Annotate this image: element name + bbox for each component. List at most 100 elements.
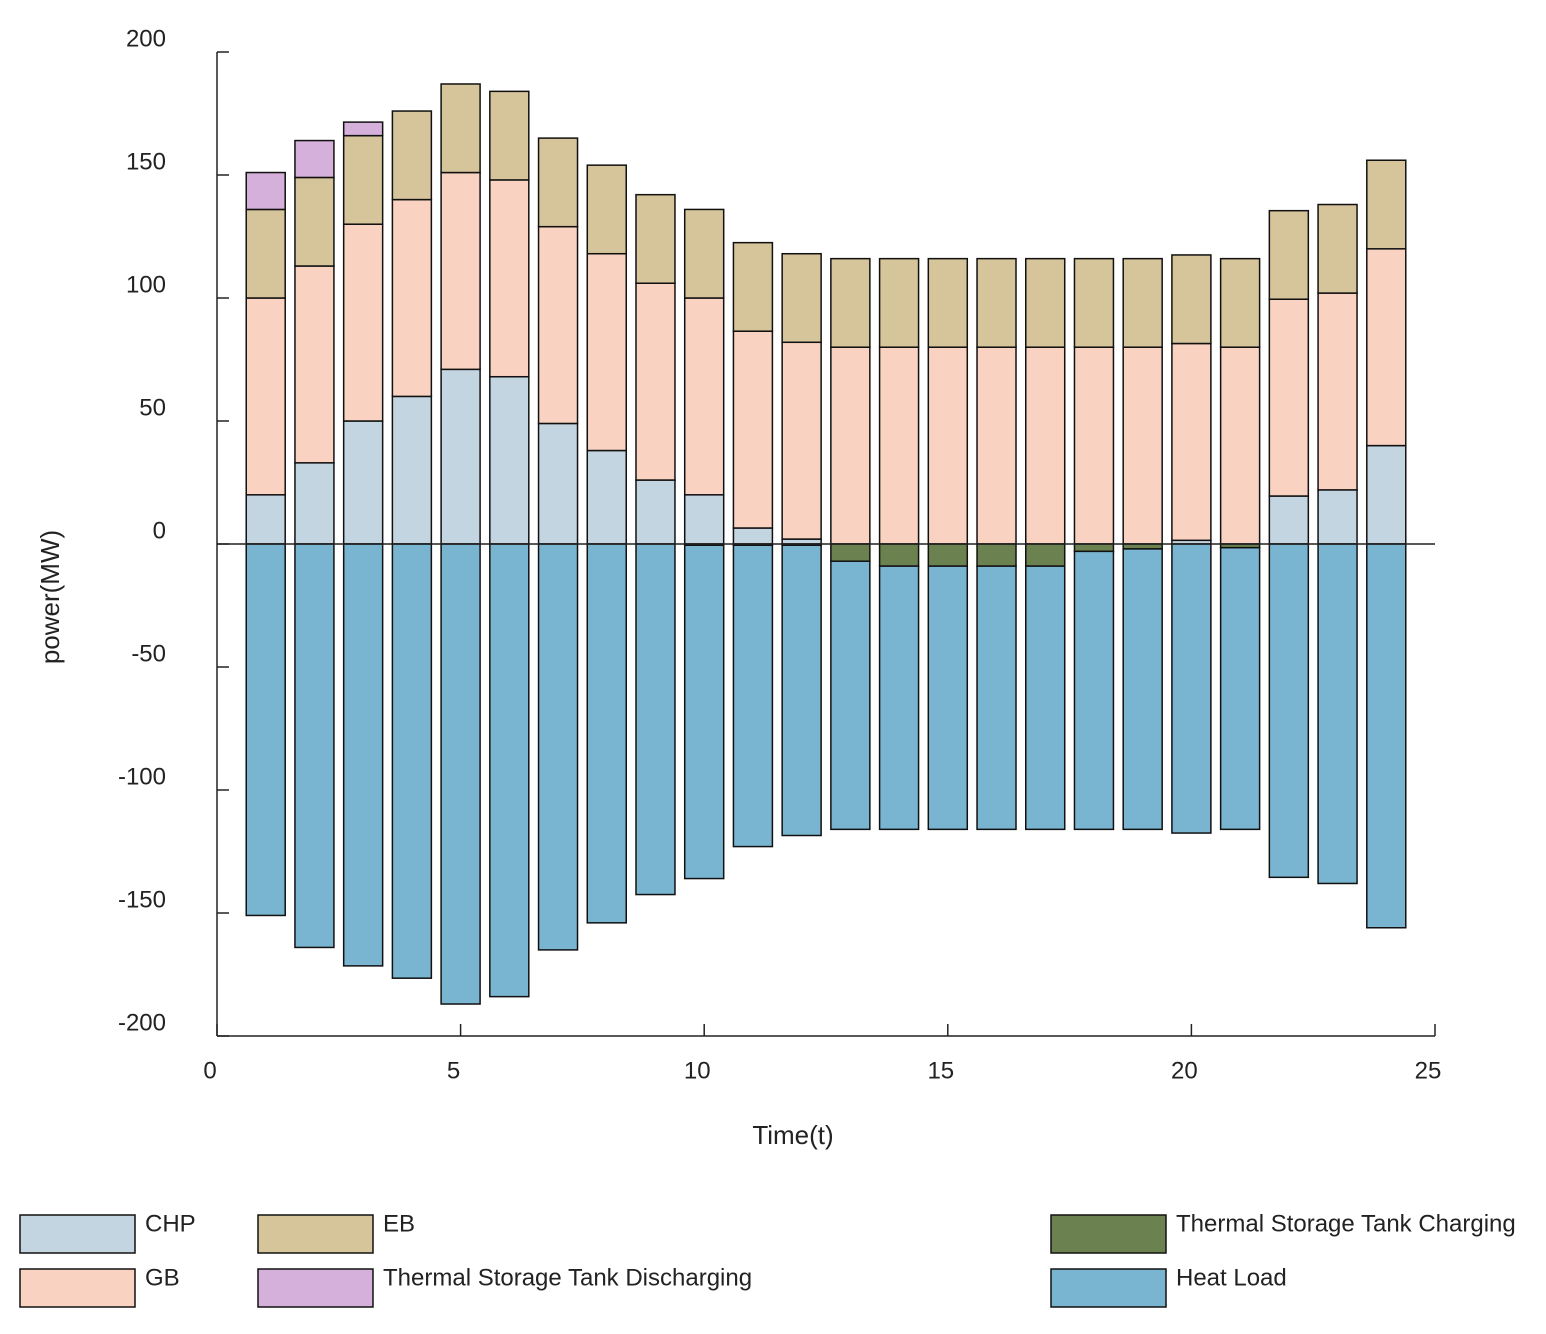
bar-segment (830, 257, 871, 348)
legend-swatch (1050, 1268, 1167, 1308)
bar-segment (294, 543, 335, 949)
y-axis-label: power(MW) (35, 530, 65, 664)
bar-segment (781, 252, 822, 344)
bar-segment (1122, 346, 1163, 545)
bar-segment (683, 494, 725, 545)
y-tick-label: 200 (126, 25, 166, 52)
legend-swatch (257, 1268, 374, 1308)
bar-segment (1025, 346, 1066, 545)
bar-segment (927, 543, 969, 567)
bar-segment (294, 462, 335, 545)
legend-swatch (257, 1214, 374, 1254)
bar-segment (489, 179, 530, 378)
bar-segment (440, 83, 481, 174)
bar-segment (1122, 257, 1163, 348)
y-tick-label: 0 (153, 517, 166, 544)
bar-segment (878, 346, 920, 545)
bar-segment (635, 282, 676, 481)
bar-segment (1317, 203, 1358, 294)
bar-segment (781, 544, 822, 837)
bar-segment (1171, 543, 1212, 834)
bar-segment (1025, 543, 1066, 567)
bar-segment (1268, 298, 1310, 497)
bar-segment (683, 297, 725, 496)
bar-segment (294, 176, 335, 267)
x-tick-label: 15 (927, 1057, 954, 1084)
bar-segment (1219, 546, 1261, 831)
bar-segment (878, 543, 920, 567)
bar-segment (342, 223, 384, 422)
y-tick-label: -150 (118, 886, 166, 913)
y-tick-label: 150 (126, 148, 166, 175)
x-tick-label: 10 (684, 1057, 711, 1084)
bar-segment (732, 241, 774, 332)
bar-segment (1366, 159, 1407, 250)
bar-segment (245, 543, 286, 917)
bar-segment (1171, 342, 1212, 542)
y-tick-label: -100 (118, 763, 166, 790)
bar-segment (732, 330, 774, 529)
bar-segment (1366, 543, 1407, 929)
bar-segment (976, 346, 1017, 545)
bar-segment (440, 543, 481, 1005)
bar-segment (342, 543, 384, 967)
bar-segment (586, 164, 627, 255)
bar-segment (1317, 489, 1358, 545)
legend-label: EB (383, 1210, 415, 1237)
bar-segment (1171, 254, 1212, 345)
legend-swatch (19, 1214, 136, 1254)
bar-segment (537, 422, 579, 545)
bar-segment (342, 121, 384, 137)
bar-segment (586, 449, 627, 545)
y-tick-label: -50 (131, 640, 166, 667)
bar-segment (1025, 257, 1066, 348)
bar-segment (927, 565, 969, 831)
bar-segment (976, 543, 1017, 567)
x-tick-label: 20 (1171, 1057, 1198, 1084)
x-axis-label: Time(t) (752, 1120, 833, 1150)
legend-swatch (19, 1268, 136, 1308)
bar-segment (489, 90, 530, 181)
bar-segment (732, 544, 774, 848)
bar-segment (1317, 543, 1358, 885)
bar-segment (830, 346, 871, 545)
bar-segment (976, 257, 1017, 348)
x-tick-label: 5 (447, 1057, 460, 1084)
bar-segment (586, 543, 627, 924)
bar-segment (245, 297, 286, 496)
legend-label: Thermal Storage Tank Discharging (383, 1264, 752, 1291)
bar-segment (635, 193, 676, 284)
bar-segment (294, 139, 335, 179)
bar-segment (245, 171, 286, 211)
bar-segment (537, 543, 579, 951)
bar-segment (1073, 543, 1115, 553)
bar-segment (342, 420, 384, 545)
bar-segment (1219, 257, 1261, 348)
bar-segment (732, 527, 774, 545)
bar-segment (635, 543, 676, 896)
bar-segment (976, 565, 1017, 831)
bar-segment (537, 225, 579, 425)
y-tick-label: -200 (118, 1009, 166, 1036)
y-tick-label: 100 (126, 271, 166, 298)
bar-segment (1219, 346, 1261, 545)
bar-segment (294, 265, 335, 464)
bar-segment (1268, 495, 1310, 545)
bar-segment (927, 257, 969, 348)
bar-segment (537, 137, 579, 228)
bar-segment (927, 346, 969, 545)
legend-label: CHP (145, 1210, 196, 1237)
bar-segment (635, 479, 676, 545)
bar-segment (1268, 543, 1310, 879)
bar-segment (342, 134, 384, 225)
bar-segment (830, 560, 871, 831)
y-tick-label: 50 (139, 394, 166, 421)
bar-segment (391, 198, 433, 398)
bar-segment (440, 368, 481, 545)
legend-swatch (1050, 1214, 1167, 1254)
bar-segment (489, 543, 530, 998)
bar-segment (878, 257, 920, 348)
bar-segment (1317, 292, 1358, 491)
bar-segment (245, 208, 286, 299)
